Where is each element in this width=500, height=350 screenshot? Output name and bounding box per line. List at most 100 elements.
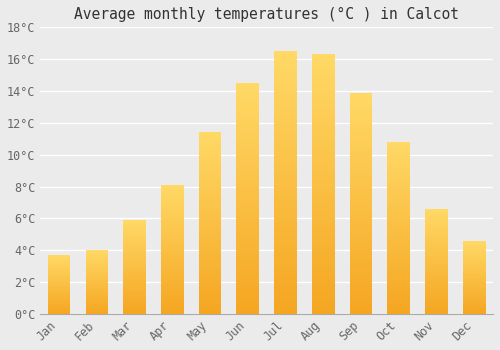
Bar xyxy=(274,124,297,125)
Bar xyxy=(425,258,448,259)
Bar xyxy=(274,295,297,297)
Bar xyxy=(274,210,297,211)
Bar xyxy=(199,232,222,233)
Bar xyxy=(161,306,184,307)
Bar xyxy=(236,97,259,98)
Bar xyxy=(236,288,259,290)
Bar xyxy=(274,130,297,131)
Bar xyxy=(274,229,297,230)
Bar xyxy=(236,156,259,157)
Bar xyxy=(124,269,146,270)
Bar xyxy=(236,125,259,126)
Bar xyxy=(312,202,334,204)
Bar xyxy=(312,54,334,56)
Bar xyxy=(236,252,259,253)
Bar xyxy=(274,226,297,227)
Bar xyxy=(274,260,297,261)
Bar xyxy=(124,267,146,268)
Bar xyxy=(312,256,334,257)
Bar xyxy=(312,145,334,147)
Bar xyxy=(161,251,184,252)
Bar xyxy=(274,293,297,294)
Bar xyxy=(350,209,372,210)
Bar xyxy=(236,195,259,196)
Bar xyxy=(274,204,297,205)
Bar xyxy=(388,211,410,212)
Bar xyxy=(388,197,410,198)
Bar xyxy=(425,238,448,239)
Bar xyxy=(199,146,222,147)
Bar xyxy=(199,238,222,239)
Bar xyxy=(388,175,410,176)
Bar xyxy=(161,200,184,201)
Bar xyxy=(236,187,259,188)
Bar xyxy=(274,135,297,136)
Bar xyxy=(124,235,146,236)
Bar xyxy=(312,97,334,98)
Bar xyxy=(236,124,259,125)
Bar xyxy=(312,167,334,169)
Bar xyxy=(236,176,259,178)
Bar xyxy=(388,215,410,216)
Bar xyxy=(388,167,410,168)
Bar xyxy=(161,272,184,273)
Bar xyxy=(312,227,334,228)
Bar xyxy=(124,283,146,284)
Bar xyxy=(199,307,222,308)
Bar xyxy=(236,291,259,292)
Bar xyxy=(312,280,334,281)
Bar xyxy=(161,294,184,295)
Bar xyxy=(350,246,372,247)
Bar xyxy=(312,142,334,144)
Bar xyxy=(124,233,146,234)
Bar xyxy=(388,222,410,223)
Bar xyxy=(312,66,334,67)
Bar xyxy=(199,223,222,224)
Bar xyxy=(274,238,297,239)
Bar xyxy=(350,292,372,293)
Bar xyxy=(161,243,184,244)
Bar xyxy=(425,272,448,273)
Bar xyxy=(236,265,259,267)
Bar xyxy=(124,244,146,245)
Bar xyxy=(388,237,410,238)
Bar xyxy=(236,253,259,254)
Bar xyxy=(199,298,222,299)
Bar xyxy=(236,231,259,232)
Bar xyxy=(274,158,297,159)
Bar xyxy=(350,167,372,168)
Bar xyxy=(236,206,259,208)
Bar xyxy=(236,211,259,212)
Bar xyxy=(388,239,410,240)
Bar xyxy=(463,298,485,299)
Bar xyxy=(350,270,372,271)
Bar xyxy=(350,259,372,260)
Bar xyxy=(350,286,372,287)
Bar xyxy=(388,287,410,288)
Bar xyxy=(236,306,259,307)
Bar xyxy=(425,281,448,282)
Bar xyxy=(236,304,259,306)
Bar xyxy=(199,304,222,305)
Bar xyxy=(274,184,297,185)
Bar xyxy=(161,270,184,271)
Bar xyxy=(350,191,372,192)
Bar xyxy=(350,295,372,296)
Bar xyxy=(463,304,485,305)
Bar xyxy=(350,217,372,218)
Bar xyxy=(236,214,259,215)
Bar xyxy=(312,176,334,178)
Bar xyxy=(161,256,184,257)
Bar xyxy=(161,252,184,253)
Bar xyxy=(388,246,410,247)
Bar xyxy=(388,248,410,250)
Bar xyxy=(124,247,146,248)
Bar xyxy=(274,256,297,257)
Bar xyxy=(124,312,146,313)
Bar xyxy=(388,304,410,305)
Bar xyxy=(425,282,448,283)
Bar xyxy=(274,140,297,142)
Bar xyxy=(350,237,372,238)
Bar xyxy=(124,226,146,227)
Bar xyxy=(199,295,222,296)
